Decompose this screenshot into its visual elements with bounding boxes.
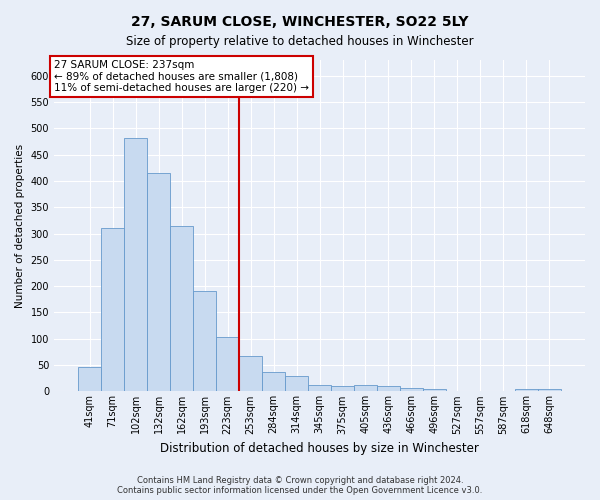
Bar [262, 372, 285, 392]
Y-axis label: Number of detached properties: Number of detached properties [15, 144, 25, 308]
Bar [308, 384, 331, 392]
Bar [538, 390, 561, 392]
Bar [400, 388, 423, 392]
Bar [377, 386, 400, 392]
Bar [170, 226, 193, 392]
Bar [216, 337, 239, 392]
Bar [78, 367, 101, 392]
Bar [515, 390, 538, 392]
Text: 27, SARUM CLOSE, WINCHESTER, SO22 5LY: 27, SARUM CLOSE, WINCHESTER, SO22 5LY [131, 15, 469, 29]
Bar [101, 228, 124, 392]
X-axis label: Distribution of detached houses by size in Winchester: Distribution of detached houses by size … [160, 442, 479, 455]
Bar [239, 356, 262, 392]
Bar [193, 292, 216, 392]
Bar [124, 138, 147, 392]
Bar [331, 386, 354, 392]
Bar [285, 376, 308, 392]
Text: Contains HM Land Registry data © Crown copyright and database right 2024.
Contai: Contains HM Land Registry data © Crown c… [118, 476, 482, 495]
Bar [446, 391, 469, 392]
Text: Size of property relative to detached houses in Winchester: Size of property relative to detached ho… [126, 35, 474, 48]
Bar [354, 384, 377, 392]
Bar [147, 173, 170, 392]
Text: 27 SARUM CLOSE: 237sqm
← 89% of detached houses are smaller (1,808)
11% of semi-: 27 SARUM CLOSE: 237sqm ← 89% of detached… [54, 60, 309, 93]
Bar [423, 390, 446, 392]
